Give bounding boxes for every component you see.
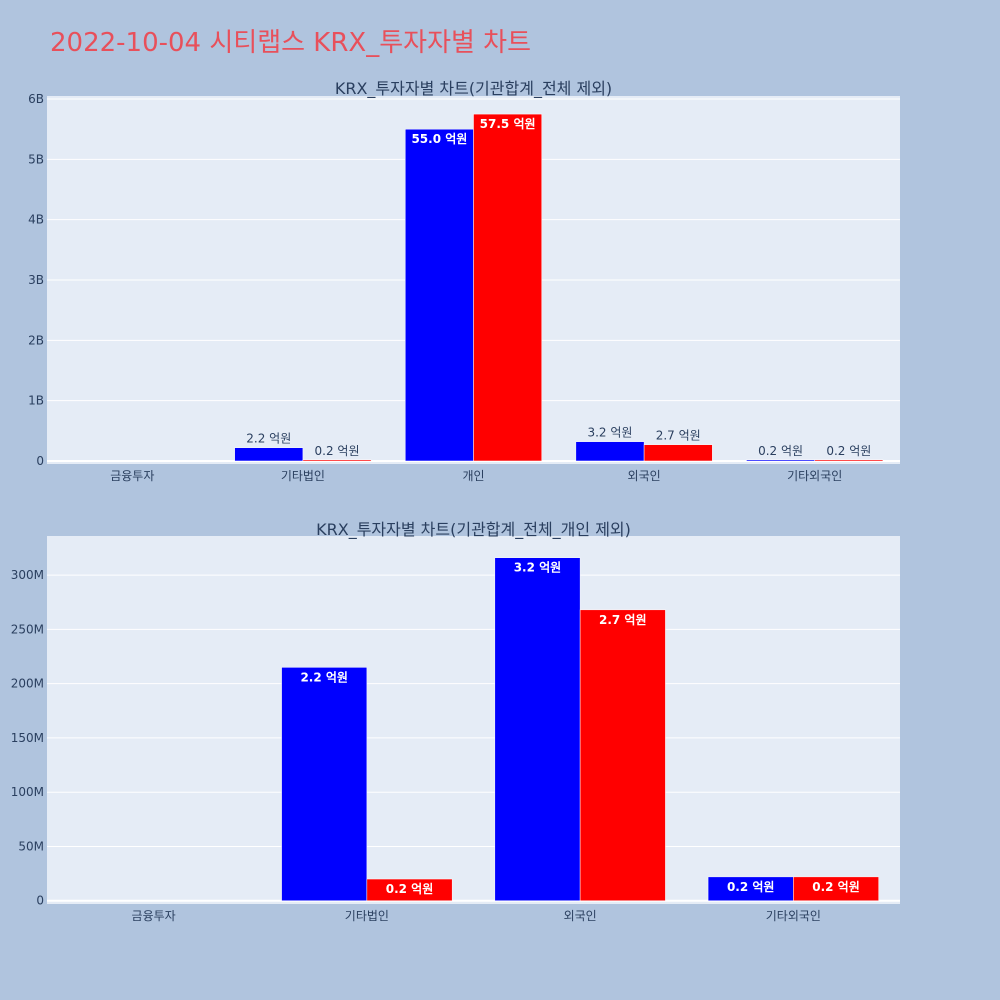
x-tick-label: 개인 (462, 469, 484, 483)
y-tick-label: 0 (36, 454, 44, 468)
chart-top: 0 1B 2B 3B 4B 5B 6B KRX_투자자별 차트(기관합계_전체 제외) 금융투자… (28, 79, 900, 483)
y-tick-label: 1B (28, 394, 44, 408)
data-label: 0.2 억원 (758, 444, 803, 458)
bar (793, 876, 879, 901)
x-tick-label: 기타외국인 (787, 469, 842, 483)
bar (575, 441, 645, 462)
bar (405, 128, 474, 462)
bar (579, 609, 666, 901)
data-label: 3.2 억원 (587, 426, 632, 440)
x-tick-label: 외국인 (564, 909, 597, 923)
y-tick-label: 200M (11, 677, 44, 691)
data-label: 2.7 억원 (656, 429, 701, 443)
bar (494, 557, 581, 901)
plot-area (47, 536, 900, 904)
y-tick-label: 150M (11, 731, 44, 745)
data-label: 2.2 억원 (246, 432, 291, 446)
y-tick-label: 2B (28, 333, 44, 347)
x-tick-label: 외국인 (628, 469, 661, 483)
data-label: 0.2 억원 (826, 444, 871, 458)
data-label: 3.2 억원 (514, 561, 562, 575)
chart-title: KRX_투자자별 차트(기관합계_전체_개인 제외) (316, 520, 631, 540)
y-tick-label: 300M (11, 568, 44, 582)
chart-bottom: 0 50M 100M 150M 200M 250M 300M KRX_투자자별 차트(기관합계… (11, 520, 900, 923)
y-tick-label: 6B (28, 92, 44, 106)
data-label: 2.7 억원 (599, 613, 647, 627)
y-tick-label: 5B (28, 152, 44, 166)
bar (234, 447, 304, 462)
x-tick-label: 기타외국인 (766, 909, 821, 923)
y-tick-label: 50M (18, 839, 44, 853)
page-title: 2022-10-04 시티랩스 KRX_투자자별 차트 (50, 28, 532, 58)
y-tick-label: 250M (11, 622, 44, 636)
data-label: 55.0 억원 (411, 132, 467, 146)
y-tick-label: 100M (11, 785, 44, 799)
x-tick-label: 금융투자 (110, 469, 154, 483)
data-label: 57.5 억원 (480, 117, 536, 131)
bar (473, 113, 542, 462)
x-tick-label: 금융투자 (132, 909, 176, 923)
chart-title: KRX_투자자별 차트(기관합계_전체 제외) (335, 79, 612, 99)
bar (281, 667, 368, 901)
data-label: 0.2 억원 (386, 882, 434, 896)
y-tick-label: 4B (28, 213, 44, 227)
x-tick-label: 기타법인 (281, 469, 325, 483)
bar (366, 878, 453, 901)
data-label: 0.2 억원 (315, 444, 360, 458)
bar (814, 459, 884, 462)
bar (643, 444, 713, 462)
data-label: 0.2 억원 (812, 880, 860, 894)
x-tick-label: 기타법인 (345, 909, 389, 923)
y-tick-label: 0 (36, 894, 44, 908)
y-tick-label: 3B (28, 273, 44, 287)
data-label: 2.2 억원 (300, 670, 348, 684)
bar (302, 459, 372, 462)
data-label: 0.2 억원 (727, 880, 775, 894)
bar (746, 459, 815, 462)
